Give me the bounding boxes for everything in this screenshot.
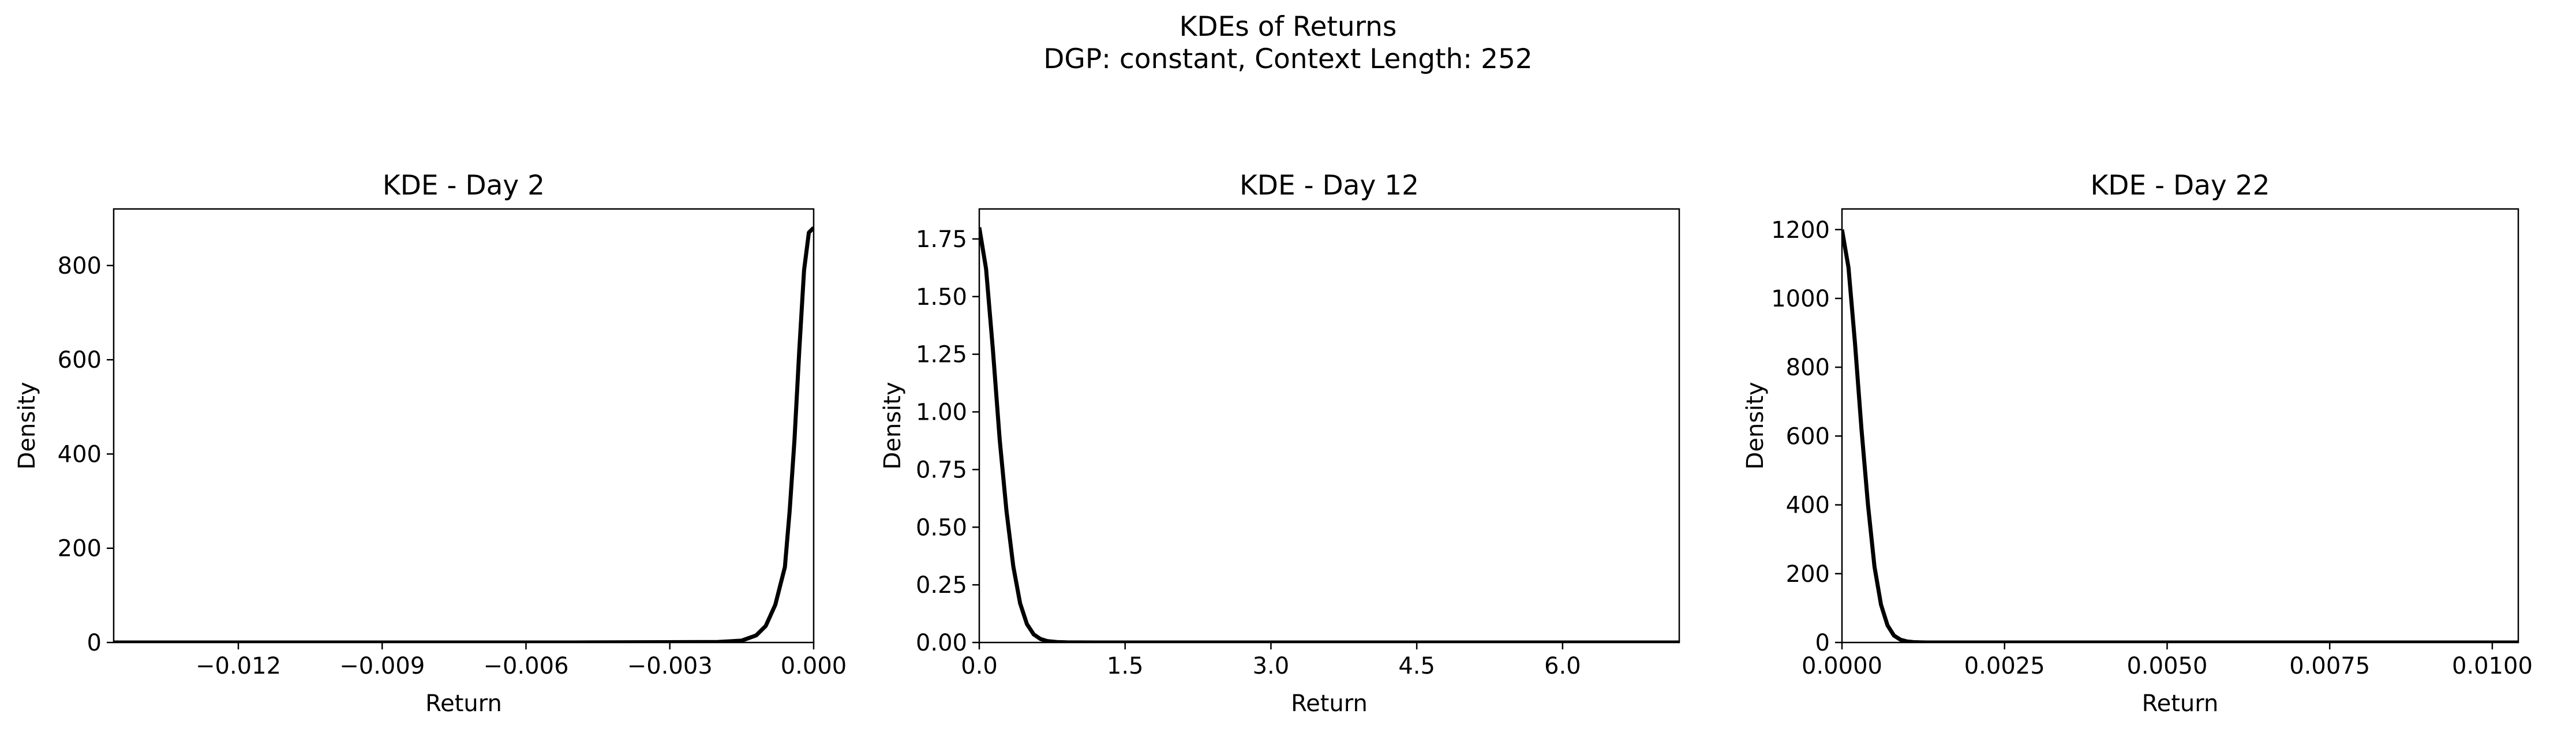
y-tick-label: 0.25 <box>916 572 967 599</box>
y-tick-label: 200 <box>58 536 102 562</box>
x-tick-label: 0.000 <box>781 653 847 679</box>
axes-frame <box>1841 208 2519 644</box>
x-tick-label: 0.0050 <box>2126 653 2207 679</box>
x-tick-label: 1.5 <box>1107 653 1144 679</box>
y-tick-label: 600 <box>58 347 102 373</box>
axes-frame <box>978 208 1680 644</box>
y-tick-label: 400 <box>1786 492 1830 519</box>
y-tick-label: 1.50 <box>916 284 967 311</box>
chart-panel-3: 0.0000 0.0025 0.0050 0.0075 0.0100 0 200 400 600… <box>1742 170 2533 717</box>
y-tick-label: 0.50 <box>916 514 967 541</box>
kde-line <box>979 227 1679 642</box>
figure-title: KDEs of Returns <box>1179 11 1397 43</box>
y-tick-label: 1.75 <box>916 226 967 253</box>
y-tick-label: 800 <box>1786 354 1830 381</box>
panel-title: KDE - Day 2 <box>383 170 545 201</box>
x-tick-label: 4.5 <box>1398 653 1435 679</box>
x-tick-label: 3.0 <box>1253 653 1290 679</box>
y-tick-label: 800 <box>58 253 102 279</box>
x-tick-label: 0.0000 <box>1802 653 1882 679</box>
kde-line <box>1842 229 2518 642</box>
x-tick-label: 6.0 <box>1544 653 1581 679</box>
figure-subtitle: DGP: constant, Context Length: 252 <box>1043 43 1533 75</box>
y-tick-label: 1.25 <box>916 342 967 368</box>
y-tick-label: 0.75 <box>916 457 967 483</box>
x-axis-label: Return <box>425 690 502 717</box>
y-tick-label: 1.00 <box>916 399 967 426</box>
x-tick-label: −0.009 <box>339 653 425 679</box>
x-tick-label: −0.012 <box>196 653 281 679</box>
y-tick-label: 1200 <box>1771 217 1830 244</box>
y-axis-label: Density <box>1742 382 1769 469</box>
y-tick-label: 1000 <box>1771 286 1830 312</box>
x-tick-label: 0.0025 <box>1964 653 2045 679</box>
chart-panel-2: 0.0 1.5 3.0 4.5 6.0 0.00 0.25 0.50 0.75 1.00 1.25 1… <box>879 170 1680 717</box>
panel-title: KDE - Day 12 <box>1240 170 1419 201</box>
x-axis-label: Return <box>1291 690 1368 717</box>
x-tick-label: −0.006 <box>483 653 568 679</box>
y-tick-label: 400 <box>58 441 102 468</box>
y-axis-label: Density <box>879 382 906 469</box>
y-axis-label: Density <box>14 382 40 469</box>
chart-panel-1: −0.012 −0.009 −0.006 −0.003 0.000 0 200 400 600 8… <box>14 170 847 717</box>
axes-frame <box>113 208 815 644</box>
y-tick-label: 200 <box>1786 561 1830 588</box>
x-tick-label: −0.003 <box>627 653 713 679</box>
y-tick-label: 0 <box>87 630 102 656</box>
panel-title: KDE - Day 22 <box>2090 170 2270 201</box>
x-tick-label: 0.0 <box>961 653 998 679</box>
x-axis-label: Return <box>2142 690 2219 717</box>
y-tick-label: 600 <box>1786 423 1830 450</box>
y-tick-label: 0 <box>1815 630 1830 656</box>
x-tick-label: 0.0100 <box>2452 653 2533 679</box>
kde-line <box>114 226 814 642</box>
x-tick-label: 0.0075 <box>2289 653 2370 679</box>
y-tick-label: 0.00 <box>916 630 967 656</box>
